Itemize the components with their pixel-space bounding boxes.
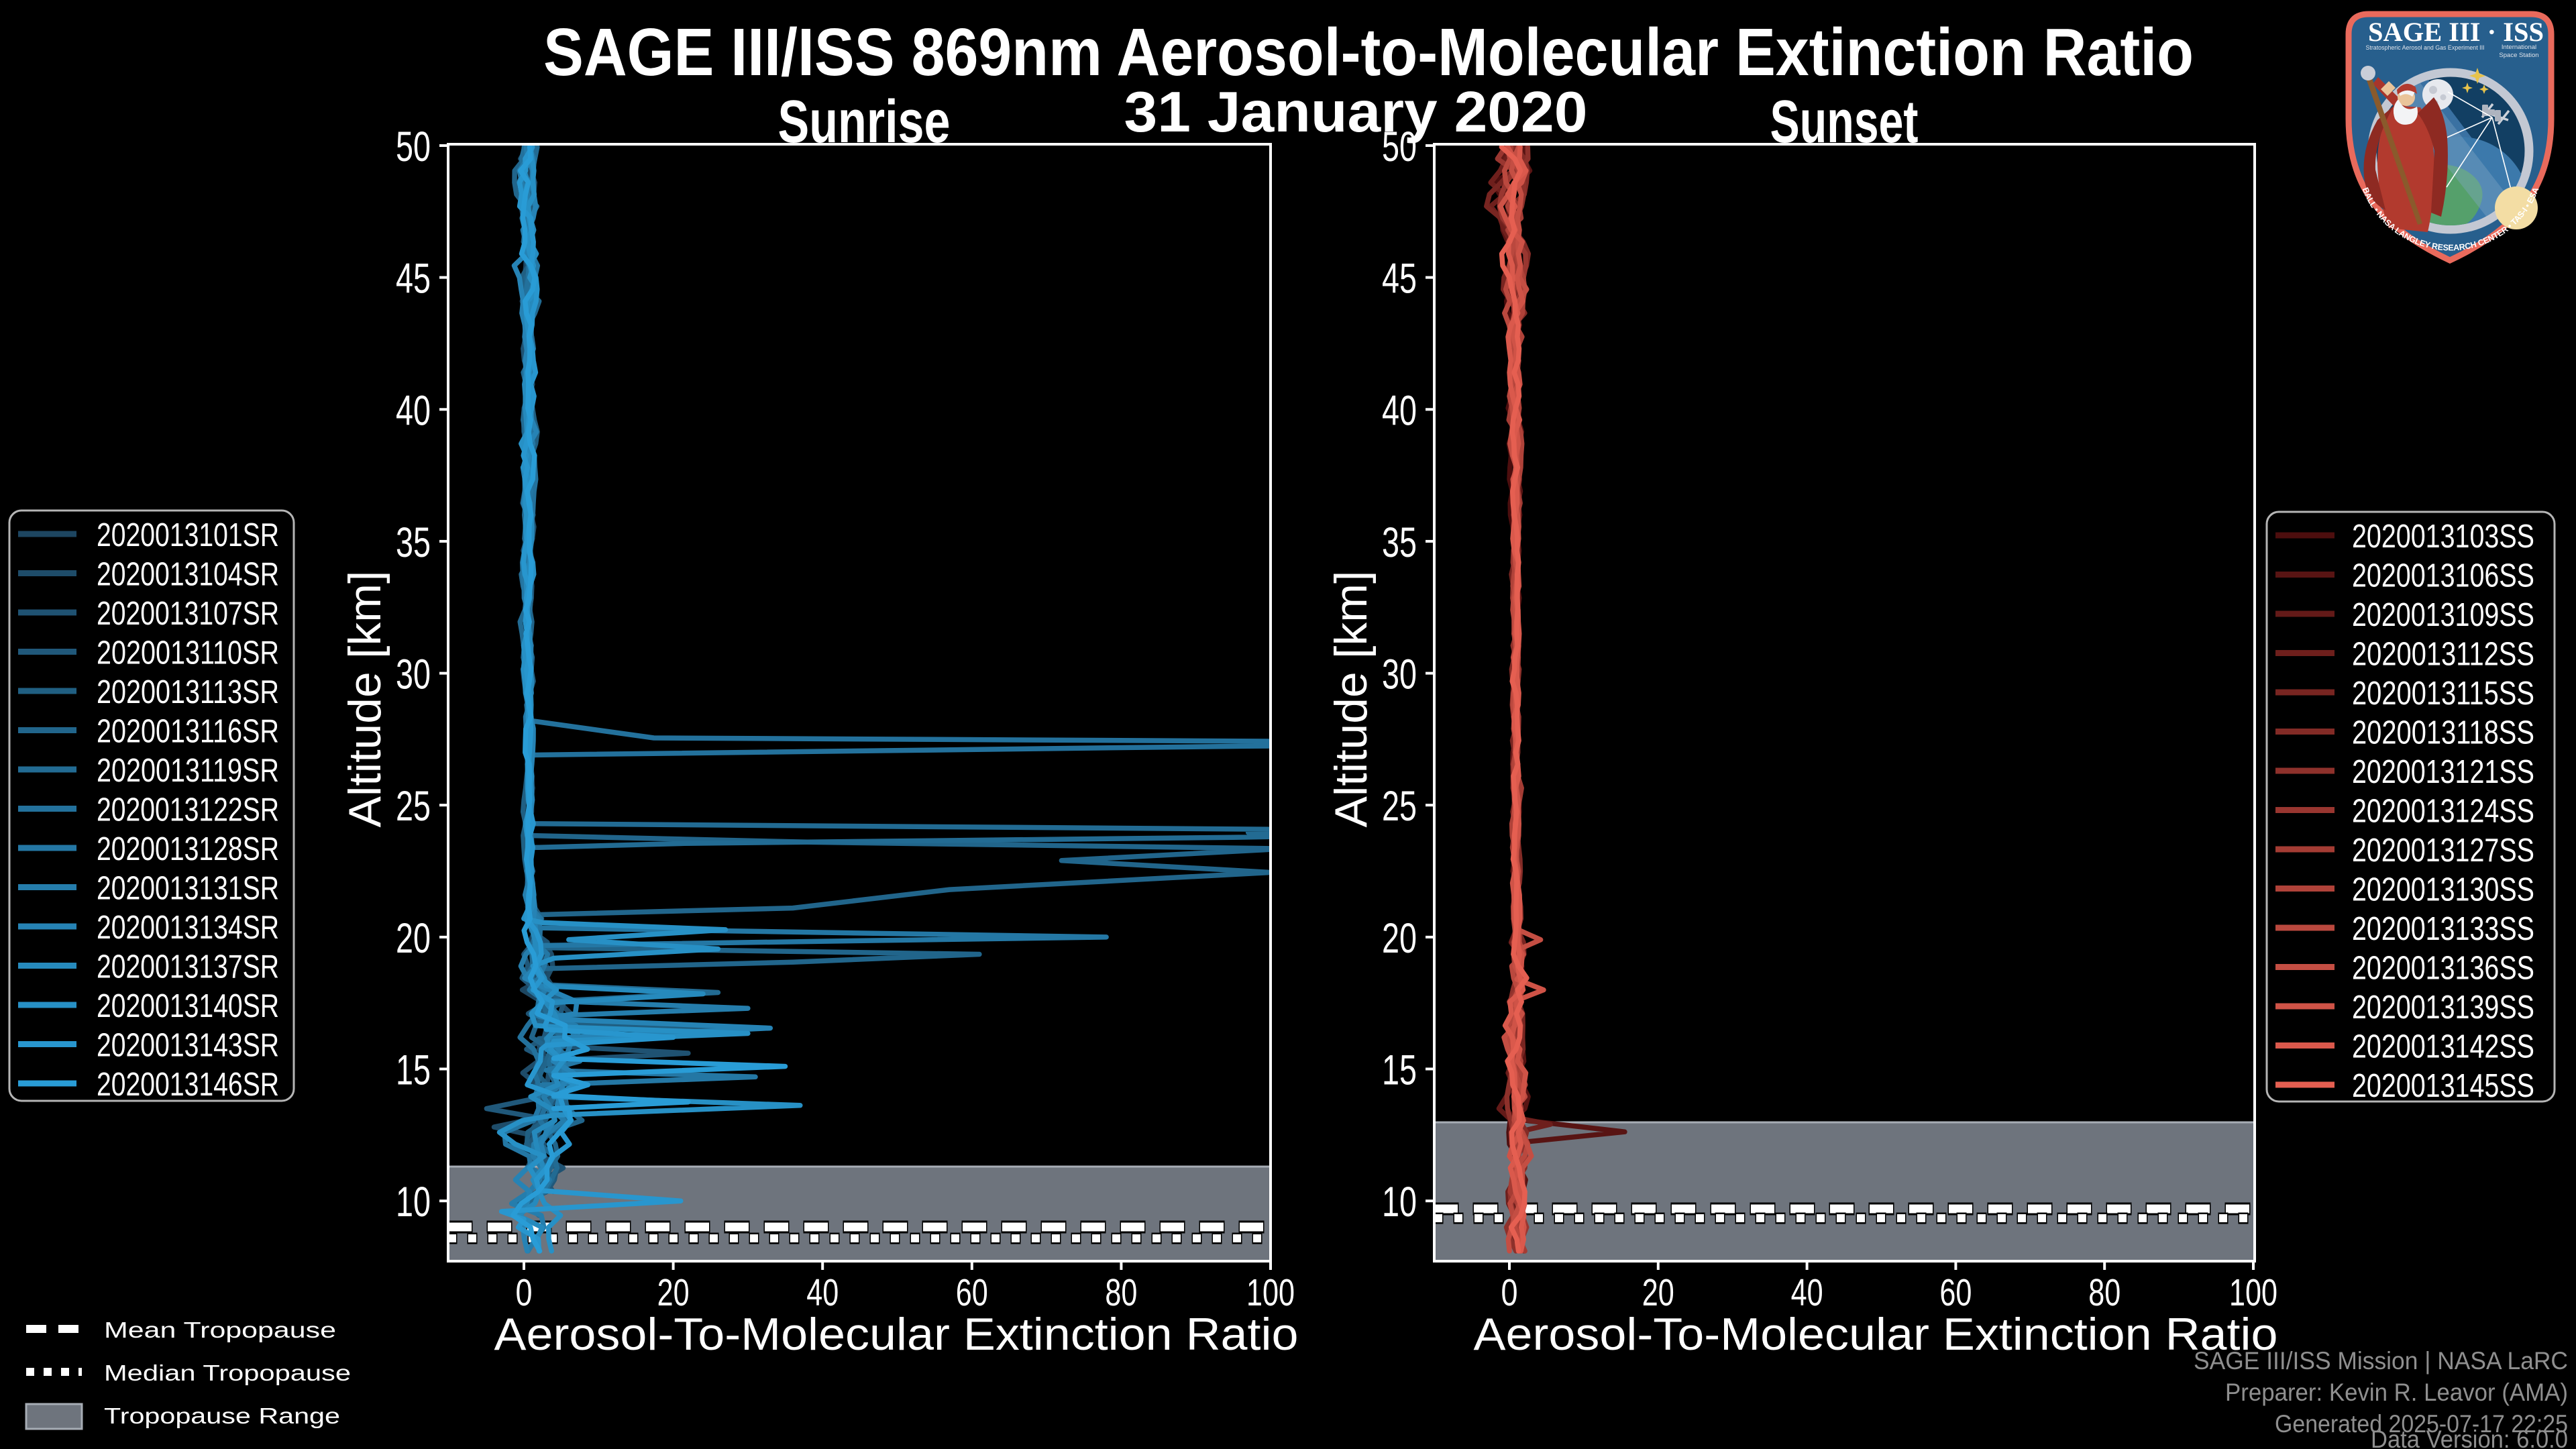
svg-text:2020013139SS: 2020013139SS <box>2352 989 2534 1026</box>
svg-text:2020013101SR: 2020013101SR <box>97 517 279 553</box>
svg-text:15: 15 <box>396 1047 431 1094</box>
svg-text:80: 80 <box>2088 1271 2121 1314</box>
svg-text:20: 20 <box>657 1271 690 1314</box>
svg-text:2020013143SR: 2020013143SR <box>97 1028 279 1064</box>
svg-text:2020013140SR: 2020013140SR <box>97 988 279 1024</box>
svg-text:Median Tropopause: Median Tropopause <box>104 1360 351 1385</box>
svg-text:2020013107SR: 2020013107SR <box>97 596 279 632</box>
svg-text:2020013118SS: 2020013118SS <box>2352 715 2534 751</box>
svg-text:Mean Tropopause: Mean Tropopause <box>104 1318 336 1342</box>
svg-text:Tropopause Range: Tropopause Range <box>104 1403 340 1428</box>
svg-text:31 January 2020: 31 January 2020 <box>1124 80 1588 144</box>
svg-text:2020013104SR: 2020013104SR <box>97 557 279 593</box>
svg-text:25: 25 <box>1382 783 1417 830</box>
svg-text:20: 20 <box>1382 915 1417 962</box>
svg-text:2020013116SR: 2020013116SR <box>97 714 279 750</box>
svg-text:60: 60 <box>956 1271 988 1314</box>
svg-text:50: 50 <box>396 123 431 170</box>
svg-text:2020013106SS: 2020013106SS <box>2352 558 2534 594</box>
svg-text:40: 40 <box>1791 1271 1823 1314</box>
svg-text:2020013136SS: 2020013136SS <box>2352 951 2534 987</box>
svg-text:0: 0 <box>1501 1271 1518 1314</box>
svg-text:60: 60 <box>1939 1271 1972 1314</box>
svg-text:100: 100 <box>2229 1271 2277 1314</box>
svg-text:Altitude [km]: Altitude [km] <box>1326 571 1377 828</box>
svg-text:SAGE III/ISS 869nm Aerosol-to-: SAGE III/ISS 869nm Aerosol-to-Molecular … <box>543 15 2194 90</box>
svg-text:2020013112SS: 2020013112SS <box>2352 637 2534 673</box>
svg-text:2020013103SS: 2020013103SS <box>2352 519 2534 555</box>
svg-text:Data Version: 6.0.0: Data Version: 6.0.0 <box>2371 1426 2568 1449</box>
svg-text:2020013122SR: 2020013122SR <box>97 792 279 828</box>
svg-text:Aerosol-To-Molecular Extinctio: Aerosol-To-Molecular Extinction Ratio <box>494 1309 1299 1360</box>
svg-text:30: 30 <box>396 651 431 698</box>
svg-text:2020013130SS: 2020013130SS <box>2352 872 2534 908</box>
svg-text:50: 50 <box>1382 123 1417 170</box>
svg-text:2020013142SS: 2020013142SS <box>2352 1029 2534 1065</box>
svg-text:Generated 2025-07-17 22:25: Generated 2025-07-17 22:25 <box>2275 1410 2568 1438</box>
svg-text:2020013113SR: 2020013113SR <box>97 674 279 710</box>
svg-text:2020013124SS: 2020013124SS <box>2352 794 2534 830</box>
svg-text:100: 100 <box>1246 1271 1295 1314</box>
svg-text:Preparer: Kevin R. Leavor (AMA: Preparer: Kevin R. Leavor (AMA) <box>2225 1379 2568 1406</box>
svg-text:Stratospheric Aerosol and Gas: Stratospheric Aerosol and Gas Experiment… <box>2366 44 2485 51</box>
svg-text:15: 15 <box>1382 1047 1417 1094</box>
svg-text:10: 10 <box>1382 1179 1417 1226</box>
svg-text:40: 40 <box>1382 387 1417 434</box>
svg-text:2020013137SR: 2020013137SR <box>97 949 279 985</box>
svg-text:Aerosol-To-Molecular Extinctio: Aerosol-To-Molecular Extinction Ratio <box>1474 1309 2278 1360</box>
svg-text:2020013133SS: 2020013133SS <box>2352 911 2534 947</box>
svg-text:2020013145SS: 2020013145SS <box>2352 1068 2534 1104</box>
svg-text:35: 35 <box>396 519 431 566</box>
svg-text:40: 40 <box>806 1271 839 1314</box>
svg-text:2020013128SR: 2020013128SR <box>97 831 279 867</box>
svg-text:25: 25 <box>396 783 431 830</box>
svg-text:45: 45 <box>1382 256 1417 303</box>
svg-text:35: 35 <box>1382 519 1417 566</box>
svg-text:SAGE III/ISS Mission | NASA La: SAGE III/ISS Mission | NASA LaRC <box>2194 1347 2568 1375</box>
svg-text:2020013121SS: 2020013121SS <box>2352 754 2534 790</box>
svg-text:2020013109SS: 2020013109SS <box>2352 597 2534 633</box>
svg-text:2020013110SR: 2020013110SR <box>97 635 279 672</box>
svg-text:Altitude [km]: Altitude [km] <box>339 571 390 828</box>
svg-text:Sunset: Sunset <box>1770 89 1919 156</box>
svg-text:SAGE III · ISS: SAGE III · ISS <box>2368 17 2544 47</box>
svg-text:30: 30 <box>1382 651 1417 698</box>
svg-text:40: 40 <box>396 387 431 434</box>
svg-text:2020013146SR: 2020013146SR <box>97 1067 279 1103</box>
svg-text:2020013134SR: 2020013134SR <box>97 910 279 946</box>
svg-text:80: 80 <box>1105 1271 1137 1314</box>
svg-text:2020013115SS: 2020013115SS <box>2352 676 2534 712</box>
svg-text:20: 20 <box>396 915 431 962</box>
svg-text:2020013127SS: 2020013127SS <box>2352 833 2534 869</box>
svg-text:Sunrise: Sunrise <box>778 89 951 156</box>
svg-text:45: 45 <box>396 256 431 303</box>
svg-text:2020013119SR: 2020013119SR <box>97 753 279 789</box>
svg-text:10: 10 <box>396 1179 431 1226</box>
svg-text:Space Station: Space Station <box>2499 52 2538 59</box>
svg-text:International: International <box>2502 44 2536 51</box>
svg-text:2020013131SR: 2020013131SR <box>97 871 279 907</box>
svg-text:0: 0 <box>516 1271 533 1314</box>
svg-text:20: 20 <box>1642 1271 1674 1314</box>
